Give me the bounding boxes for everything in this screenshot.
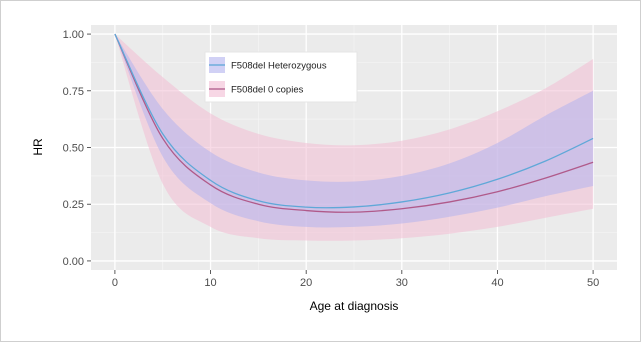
legend-label: F508del 0 copies bbox=[231, 85, 304, 96]
y-axis-title: HR bbox=[31, 138, 45, 156]
x-tick-label: 30 bbox=[396, 277, 408, 289]
series-line bbox=[114, 33, 594, 209]
x-axis-title: Age at diagnosis bbox=[310, 299, 399, 313]
x-tick-label: 40 bbox=[491, 277, 503, 289]
x-tick-label: 20 bbox=[300, 277, 312, 289]
y-tick-label: 1.00 bbox=[63, 29, 84, 41]
x-tick-label: 50 bbox=[587, 277, 599, 289]
legend-box bbox=[204, 51, 358, 103]
y-tick-label: 0.25 bbox=[63, 199, 84, 211]
legend: F508del Heterozygous F508del 0 copies bbox=[204, 51, 358, 103]
legend-label: F508del Heterozygous bbox=[231, 61, 327, 72]
series-lines bbox=[114, 33, 594, 213]
y-axis: 0.00 0.25 0.50 0.75 1.00 bbox=[63, 29, 91, 268]
x-axis: 0 10 20 30 40 50 bbox=[112, 270, 599, 289]
x-tick-label: 0 bbox=[112, 277, 118, 289]
confidence-band bbox=[114, 34, 594, 228]
y-tick-label: 0.75 bbox=[63, 86, 84, 98]
confidence-bands bbox=[114, 34, 594, 241]
series-line bbox=[114, 33, 594, 213]
x-tick-label: 10 bbox=[204, 277, 216, 289]
y-tick-label: 0.50 bbox=[63, 143, 84, 155]
y-tick-label: 0.00 bbox=[63, 256, 84, 268]
